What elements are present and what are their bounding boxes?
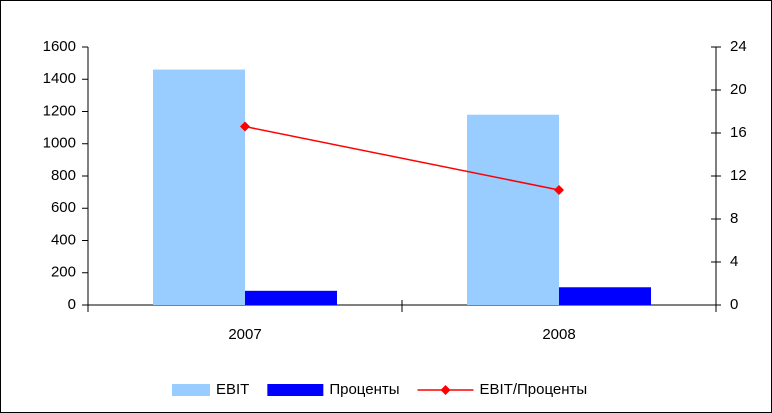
y-tick-label: 800 [51, 167, 76, 184]
legend-marker [440, 385, 451, 395]
y-tick-label: 600 [51, 199, 76, 216]
y-tick-label: 1400 [43, 70, 76, 87]
y2-tick-label: 4 [730, 253, 738, 270]
y2-tick-label: 0 [730, 296, 738, 313]
y2-tick-label: 12 [730, 167, 747, 184]
bar [152, 69, 245, 305]
y-tick-label: 0 [68, 296, 76, 313]
legend-swatch [172, 384, 210, 396]
x-tick-label: 2007 [228, 326, 261, 343]
legend-label: EBIT [216, 381, 249, 398]
y-tick-label: 400 [51, 231, 76, 248]
bar [245, 290, 338, 305]
marker [240, 121, 250, 132]
bar [466, 114, 559, 305]
legend-swatch [267, 384, 324, 396]
y2-tick-label: 20 [730, 81, 747, 98]
y-tick-label: 1000 [43, 135, 76, 152]
y-tick-label: 200 [51, 264, 76, 281]
y-tick-label: 1600 [43, 38, 76, 55]
line [244, 125, 560, 191]
y2-tick-label: 24 [730, 38, 747, 55]
x-tick-label: 2008 [542, 326, 575, 343]
y2-tick-label: 8 [730, 210, 738, 227]
y-tick-label: 1200 [43, 102, 76, 119]
legend-label: Проценты [329, 381, 399, 398]
legend-label: EBIT/Проценты [480, 381, 588, 398]
y2-tick-label: 16 [730, 124, 747, 141]
marker [554, 184, 564, 195]
bar [559, 287, 652, 305]
